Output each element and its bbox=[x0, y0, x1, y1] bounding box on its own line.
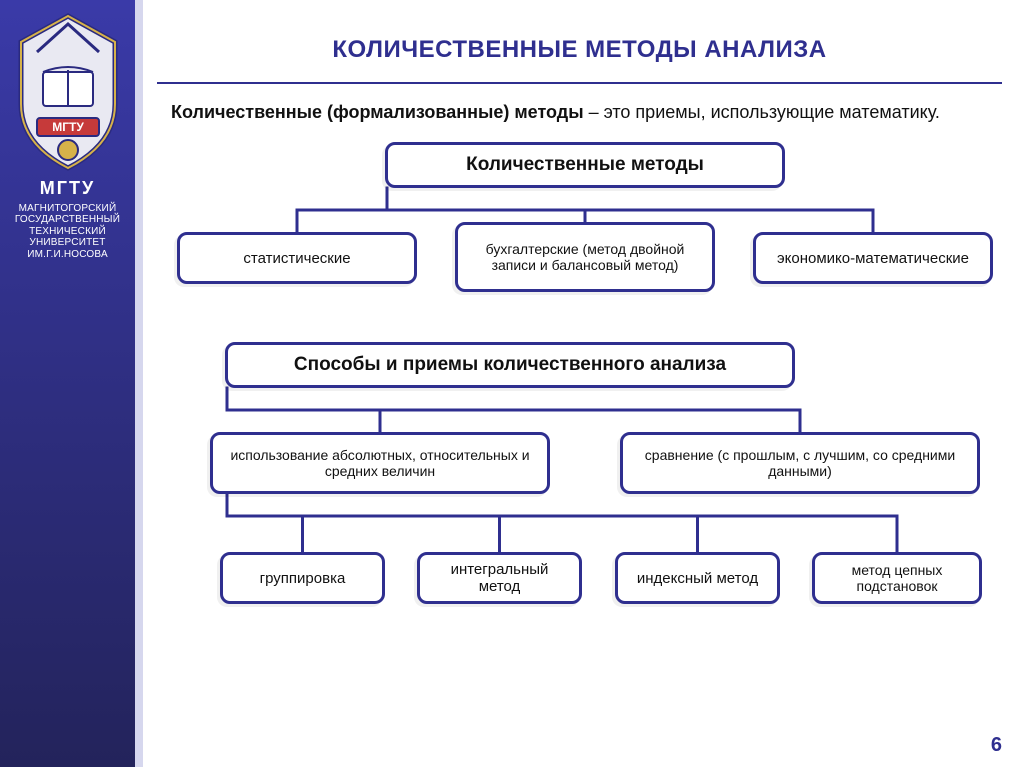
uni-line: МАГНИТОГОРСКИЙ bbox=[15, 203, 120, 215]
intro-rest: – это приемы, использующие математику. bbox=[584, 102, 940, 122]
intro-text: Количественные (формализованные) методы … bbox=[171, 100, 998, 124]
university-logo: МГТУ bbox=[13, 12, 123, 172]
intro-bold: Количественные (формализованные) методы bbox=[171, 102, 584, 122]
title-underline bbox=[157, 82, 1002, 84]
university-name: МАГНИТОГОРСКИЙ ГОСУДАРСТВЕННЫЙ ТЕХНИЧЕСК… bbox=[15, 203, 120, 261]
node-c3: индексный метод bbox=[615, 552, 780, 604]
node-c2: интегральный метод bbox=[417, 552, 582, 604]
uni-line: УНИВЕРСИТЕТ bbox=[15, 237, 120, 249]
vertical-accent-stripe bbox=[135, 0, 143, 767]
slide-number: 6 bbox=[991, 734, 1002, 757]
node-a2: бухгалтерские (метод двойной записи и ба… bbox=[455, 222, 715, 292]
university-acronym: МГТУ bbox=[40, 178, 95, 199]
node-c1: группировка bbox=[220, 552, 385, 604]
uni-line: ГОСУДАРСТВЕННЫЙ bbox=[15, 214, 120, 226]
uni-line: ИМ.Г.И.НОСОВА bbox=[15, 249, 120, 261]
uni-line: ТЕХНИЧЕСКИЙ bbox=[15, 226, 120, 238]
node-a3: экономико-математические bbox=[753, 232, 993, 284]
org-chart: Количественные методы статистические бухга… bbox=[155, 142, 1008, 682]
slide-body: КОЛИЧЕСТВЕННЫЕ МЕТОДЫ АНАЛИЗА Количестве… bbox=[135, 0, 1024, 767]
sidebar: МГТУ МГТУ МАГНИТОГОРСКИЙ ГОСУДАРСТВЕННЫЙ… bbox=[0, 0, 135, 767]
node-b2: сравнение (с прошлым, с лучшим, со средн… bbox=[620, 432, 980, 494]
node-root2: Способы и приемы количественного анализа bbox=[225, 342, 795, 388]
node-a1: статистические bbox=[177, 232, 417, 284]
slide-title: КОЛИЧЕСТВЕННЫЕ МЕТОДЫ АНАЛИЗА bbox=[165, 36, 994, 64]
node-c4: метод цепных подстановок bbox=[812, 552, 982, 604]
node-root1: Количественные методы bbox=[385, 142, 785, 188]
svg-text:МГТУ: МГТУ bbox=[52, 120, 84, 134]
node-b1: использование абсолютных, относительных … bbox=[210, 432, 550, 494]
